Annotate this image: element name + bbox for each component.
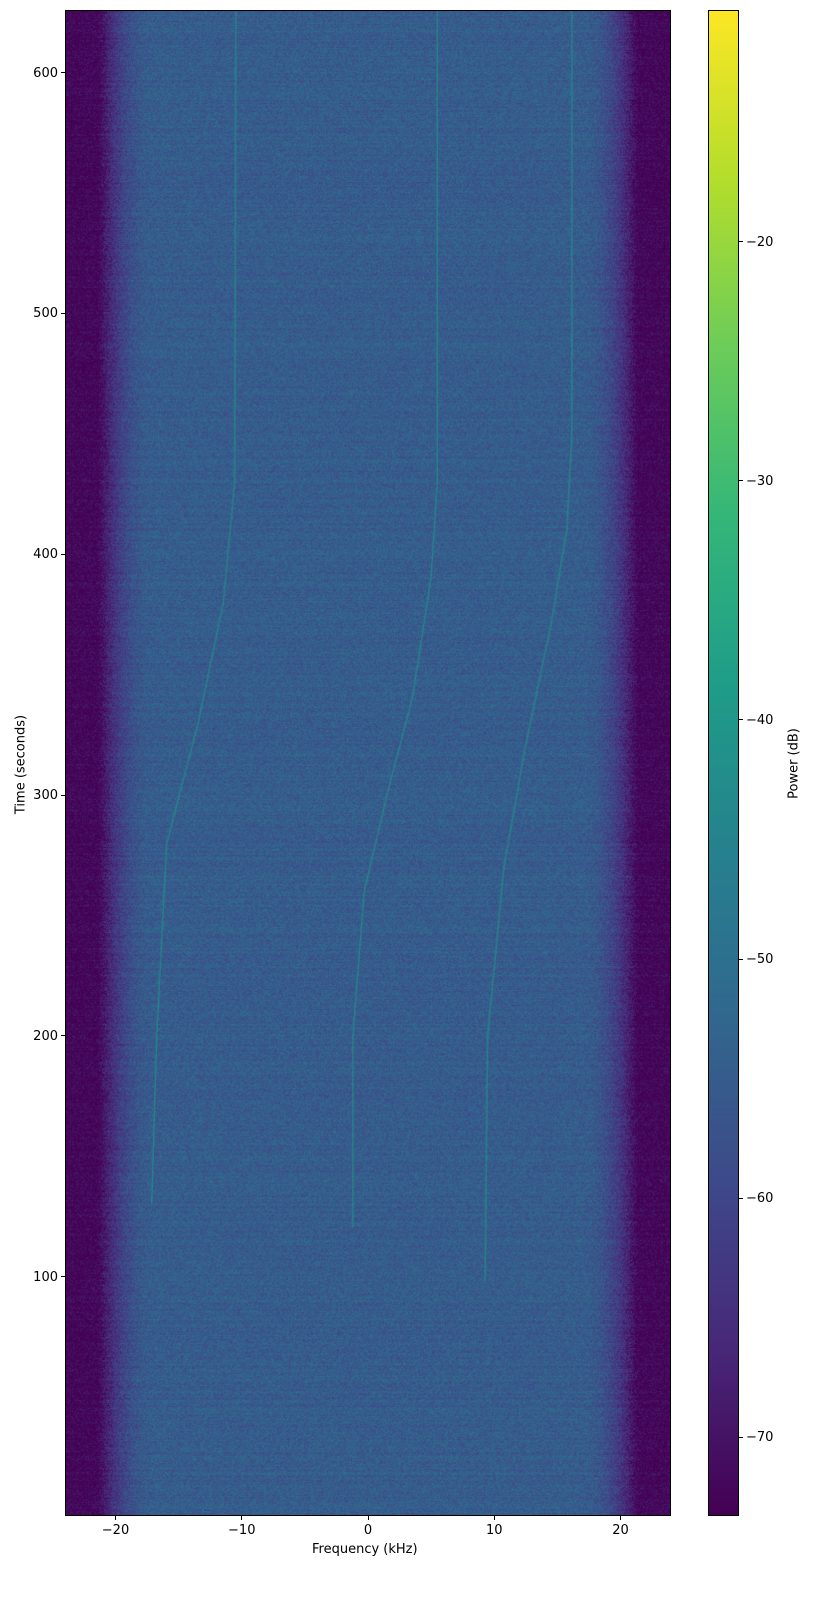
y-tick-label: 500 bbox=[33, 306, 58, 322]
y-tick-label: 100 bbox=[33, 1269, 58, 1285]
y-tick-mark bbox=[61, 72, 65, 74]
x-tick-mark bbox=[367, 1516, 369, 1520]
x-tick-label: 10 bbox=[485, 1523, 503, 1538]
y-tick-label: 400 bbox=[33, 547, 58, 563]
x-tick-mark bbox=[241, 1516, 243, 1520]
y-tick-mark bbox=[61, 553, 65, 555]
colorbar-tick-label: −20 bbox=[746, 234, 774, 250]
y-tick-label: 200 bbox=[33, 1028, 58, 1044]
colorbar-tick-mark bbox=[739, 1436, 743, 1438]
y-tick-mark bbox=[61, 794, 65, 796]
colorbar-tick-mark bbox=[739, 958, 743, 960]
spectrogram-plot-area bbox=[65, 10, 671, 1516]
colorbar bbox=[708, 10, 739, 1516]
x-axis-label: Frequency (kHz) bbox=[312, 1542, 418, 1557]
colorbar-tick-label: −70 bbox=[746, 1430, 774, 1446]
x-tick-mark bbox=[115, 1516, 116, 1520]
x-tick-label: −20 bbox=[101, 1523, 130, 1538]
x-tick-label: −10 bbox=[228, 1523, 256, 1538]
y-tick-mark bbox=[61, 312, 65, 314]
colorbar-tick-mark bbox=[739, 241, 743, 243]
y-tick-mark bbox=[61, 1035, 65, 1037]
colorbar-tick-label: −30 bbox=[746, 473, 774, 489]
y-tick-label: 300 bbox=[33, 788, 58, 804]
y-tick-mark bbox=[61, 1276, 65, 1278]
colorbar-tick-label: −60 bbox=[746, 1191, 774, 1207]
colorbar-tick-mark bbox=[739, 480, 743, 482]
colorbar-tick-label: −40 bbox=[746, 712, 774, 728]
colorbar-gradient bbox=[709, 11, 738, 1515]
x-tick-label: 20 bbox=[612, 1523, 629, 1538]
y-axis-label: Time (seconds) bbox=[13, 714, 29, 815]
colorbar-label: Power (dB) bbox=[786, 728, 802, 799]
colorbar-tick-mark bbox=[739, 719, 743, 721]
y-tick-label: 600 bbox=[33, 65, 58, 81]
x-tick-label: 0 bbox=[363, 1523, 373, 1538]
colorbar-tick-label: −50 bbox=[746, 952, 774, 968]
x-tick-mark bbox=[620, 1516, 621, 1520]
spectrogram-heatmap bbox=[66, 11, 670, 1515]
colorbar-tick-mark bbox=[739, 1197, 743, 1199]
x-tick-mark bbox=[493, 1516, 495, 1520]
